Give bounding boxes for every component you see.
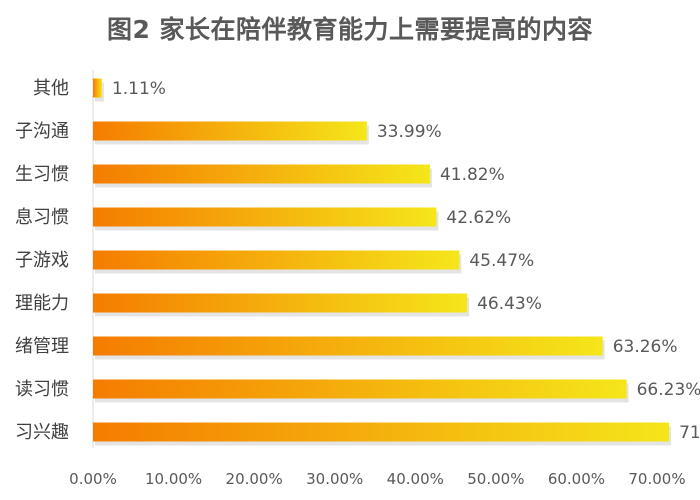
chart-title: 图2 家长在陪伴教育能力上需要提高的内容 [106,15,594,44]
bar [93,422,670,442]
category-label: 读习惯 [15,379,69,400]
bar [93,164,430,184]
value-label: 33.99% [377,122,442,142]
value-label: 45.47% [469,251,534,271]
value-label: 66.23% [637,380,700,400]
category-label: 理能力 [15,293,69,314]
x-tick-label: 20.00% [226,470,283,488]
value-label: 46.43% [477,294,542,314]
x-tick-label: 0.00% [69,470,117,488]
category-label: 子沟通 [15,121,69,142]
category-label: 绪管理 [15,336,69,357]
category-label: 子游戏 [15,250,69,271]
bars-layer: 其他 1.11% 子沟通 33.99% 生习惯 41.82% 息习惯 42.62% 子游戏 45.… [15,70,700,488]
bar [93,293,468,313]
category-label: 其他 [33,78,69,99]
value-label: 63.26% [613,337,678,357]
x-tick-label: 60.00% [548,470,605,488]
bar [93,78,102,98]
bar [93,250,460,270]
value-label: 41.82% [440,165,505,185]
value-label: 71 [679,423,700,443]
value-label: 42.62% [446,208,511,228]
bar [93,121,367,141]
category-label: 生习惯 [15,164,69,185]
x-tick-label: 50.00% [467,470,524,488]
value-label: 1.11% [112,79,166,99]
x-tick-label: 10.00% [145,470,202,488]
x-tick-label: 40.00% [387,470,444,488]
category-label: 息习惯 [15,207,69,228]
bar [93,336,603,356]
bar [93,207,437,227]
x-tick-label: 70.00% [628,470,685,488]
x-tick-label: 30.00% [306,470,363,488]
category-label: 习兴趣 [15,422,69,443]
bar [93,379,627,399]
